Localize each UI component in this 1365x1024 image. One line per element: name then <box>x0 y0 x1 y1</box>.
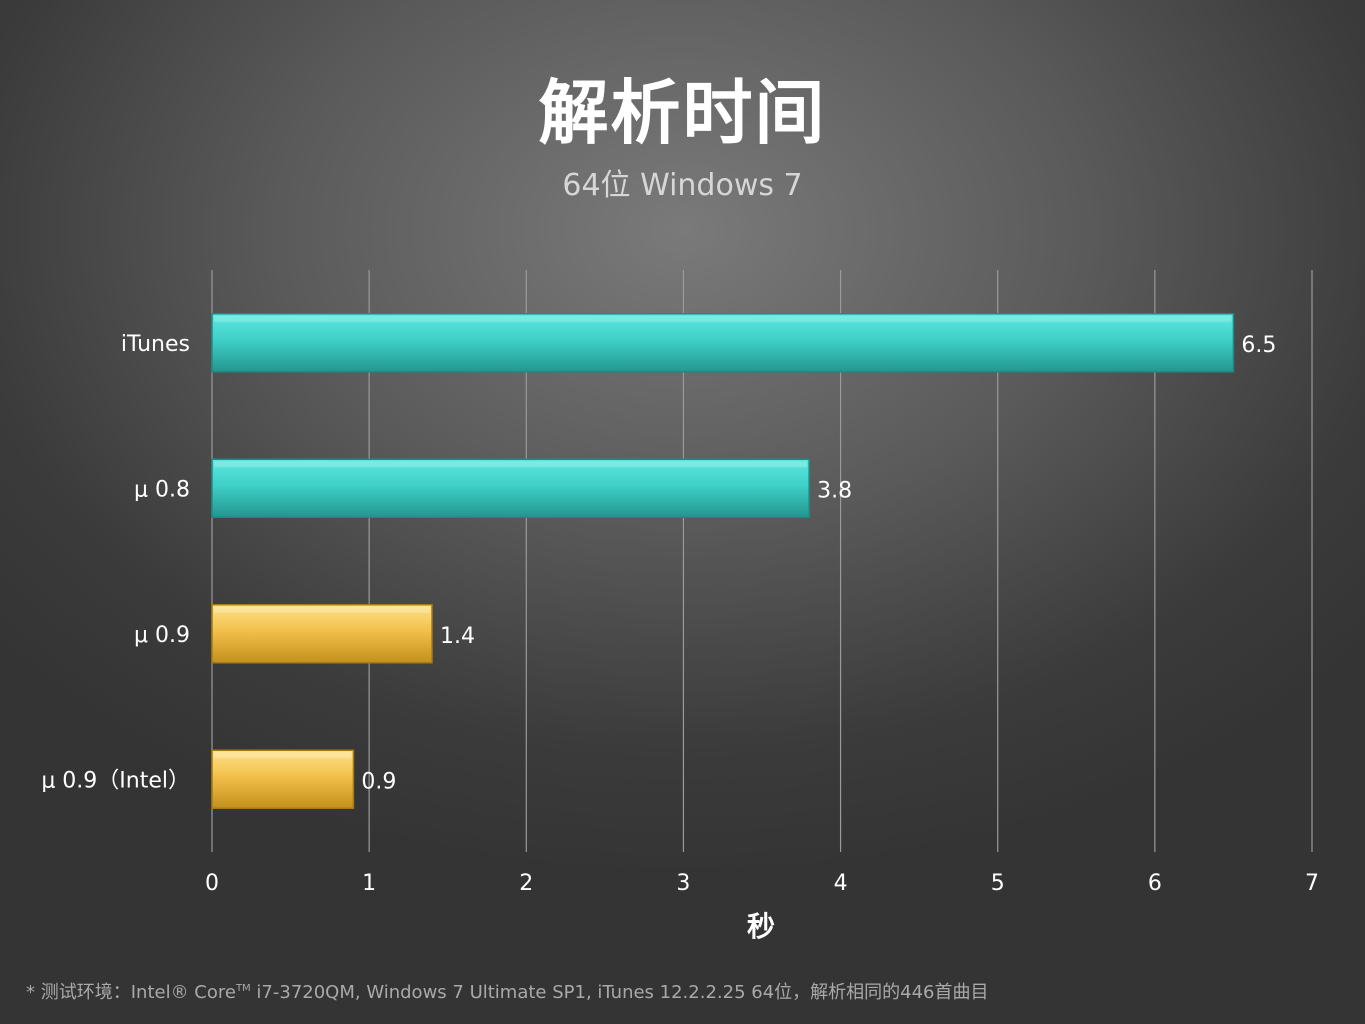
x-tick-label: 6 <box>1148 871 1162 896</box>
bar-highlight-1 <box>214 461 808 468</box>
x-tick-label: 1 <box>362 871 376 896</box>
category-label: μ 0.8 <box>134 477 190 502</box>
bar-0 <box>211 313 1235 373</box>
x-tick-label: 2 <box>519 871 533 896</box>
bar-highlight-0 <box>214 315 1232 322</box>
bar-highlight-2 <box>214 606 430 613</box>
footnote: * 测试环境：Intel® CoreTM i7-3720QM, Windows … <box>26 977 989 1005</box>
bar-1 <box>211 458 810 518</box>
bar-chart: 0 1 2 3 4 5 6 7 秒 iTunes 6.5 μ 0.8 3.8 μ 0.9 1.4 μ 0.9（… <box>41 270 1319 943</box>
x-tick-label: 3 <box>676 871 690 896</box>
chart-title: 解析时间 <box>538 72 827 154</box>
labels: 0 1 2 3 4 5 6 7 秒 iTunes 6.5 μ 0.8 3.8 μ 0.9 1.4 μ 0.9（… <box>41 332 1319 943</box>
footnote-trademark: TM <box>235 983 251 994</box>
category-label: μ 0.9（Intel） <box>41 768 190 793</box>
category-label: μ 0.9 <box>134 623 190 648</box>
footnote-prefix: * 测试环境：Intel® Core <box>26 982 236 1003</box>
x-tick-label: 7 <box>1305 871 1319 896</box>
bar-highlight-3 <box>214 752 352 759</box>
data-label: 3.8 <box>817 478 852 503</box>
bar-2 <box>211 604 433 664</box>
data-label: 1.4 <box>440 624 475 649</box>
x-tick-label: 5 <box>991 871 1005 896</box>
footnote-suffix: i7-3720QM, Windows 7 Ultimate SP1, iTune… <box>250 982 989 1003</box>
bar-3 <box>211 749 355 809</box>
x-tick-label: 4 <box>834 871 848 896</box>
chart-subtitle: 64位 Windows 7 <box>562 168 803 203</box>
x-axis-title: 秒 <box>747 910 775 943</box>
data-label: 6.5 <box>1241 333 1276 358</box>
category-label: iTunes <box>121 332 190 357</box>
x-tick-label: 0 <box>205 871 219 896</box>
data-label: 0.9 <box>361 769 396 794</box>
bars <box>211 313 1235 809</box>
